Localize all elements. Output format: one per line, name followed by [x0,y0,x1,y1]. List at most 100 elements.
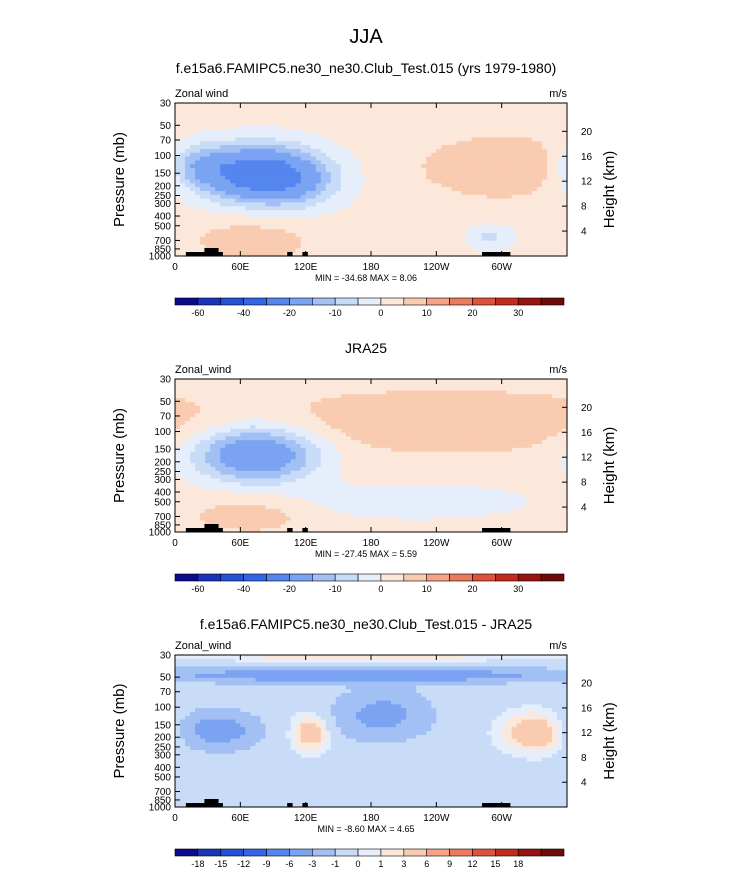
field-cell [496,390,503,395]
field-cell [551,229,558,234]
field-cell [305,145,312,150]
field-cell [285,118,292,123]
field-cell [200,137,206,142]
field-cell [466,398,473,403]
field-cell [431,440,437,445]
field-cell [546,187,553,192]
field-cell [506,240,513,246]
field-cell [300,114,307,119]
field-cell [195,421,201,426]
field-cell [180,382,186,388]
field-cell [310,424,317,430]
field-cell [516,122,523,127]
field-cell [506,432,513,437]
field-cell [496,382,503,388]
field-cell [255,148,262,154]
field-cell [466,463,473,468]
field-cell [300,179,307,184]
field-cell [215,217,221,223]
field-cell [501,382,508,388]
field-cell [265,125,272,131]
field-cell [360,455,367,460]
field-cell [265,401,272,407]
field-cell [285,225,292,230]
field-cell [481,240,488,246]
field-cell [320,213,327,219]
field-cell [180,432,186,437]
field-cell [436,171,442,177]
field-cell [360,401,367,407]
field-cell [401,401,407,407]
field-cell [381,390,387,395]
field-cell [386,459,392,464]
field-cell [386,175,392,181]
field-cell [376,405,382,411]
field-cell [305,183,312,188]
field-cell [416,236,422,242]
field-cell [531,225,538,230]
field-cell [466,164,473,169]
field-cell [195,160,201,165]
field-cell [350,401,357,407]
field-cell [240,148,246,154]
field-cell [556,398,563,403]
field-cell [245,110,251,116]
field-cell [396,133,402,139]
field-cell [340,229,347,234]
field-cell [185,152,191,158]
field-cell [481,424,488,430]
field-cell [195,382,201,388]
field-cell [345,217,352,223]
field-cell [350,164,357,169]
field-cell [471,141,478,146]
field-cell [250,233,257,238]
field-cell [416,382,422,388]
field-cell [446,152,453,158]
field-cell [526,398,533,403]
field-cell [365,463,372,468]
field-cell [401,413,407,418]
field-cell [275,225,282,230]
field-cell [310,447,317,453]
field-cell [561,202,568,207]
field-cell [230,405,236,411]
field-cell [501,133,508,139]
field-cell [195,179,201,184]
field-cell [406,133,412,139]
field-cell [265,436,272,441]
field-cell [360,103,367,108]
field-cell [285,221,292,226]
field-cell [431,145,437,150]
field-cell [355,436,362,441]
field-cell [350,118,357,123]
field-cell [541,133,548,139]
field-cell [250,248,257,253]
field-cell [391,459,397,464]
field-cell [431,160,437,165]
field-cell [185,398,191,403]
field-cell [275,190,282,196]
field-cell [401,187,407,192]
field-cell [401,428,407,434]
field-cell [215,436,221,441]
field-cell [330,148,337,154]
field-cell [215,137,221,142]
field-cell [451,198,458,204]
field-cell [561,447,568,453]
field-cell [245,152,251,158]
field-cell [255,221,262,226]
field-cell [556,179,563,184]
field-cell [190,436,196,441]
field-cell [456,424,463,430]
field-cell [416,198,422,204]
field-cell [360,133,367,139]
field-cell [320,447,327,453]
field-cell [300,190,307,196]
field-cell [355,236,362,242]
field-cell [255,187,262,192]
field-cell [456,114,463,119]
field-cell [185,390,191,395]
field-cell [446,236,453,242]
field-cell [350,145,357,150]
field-cell [175,463,181,468]
